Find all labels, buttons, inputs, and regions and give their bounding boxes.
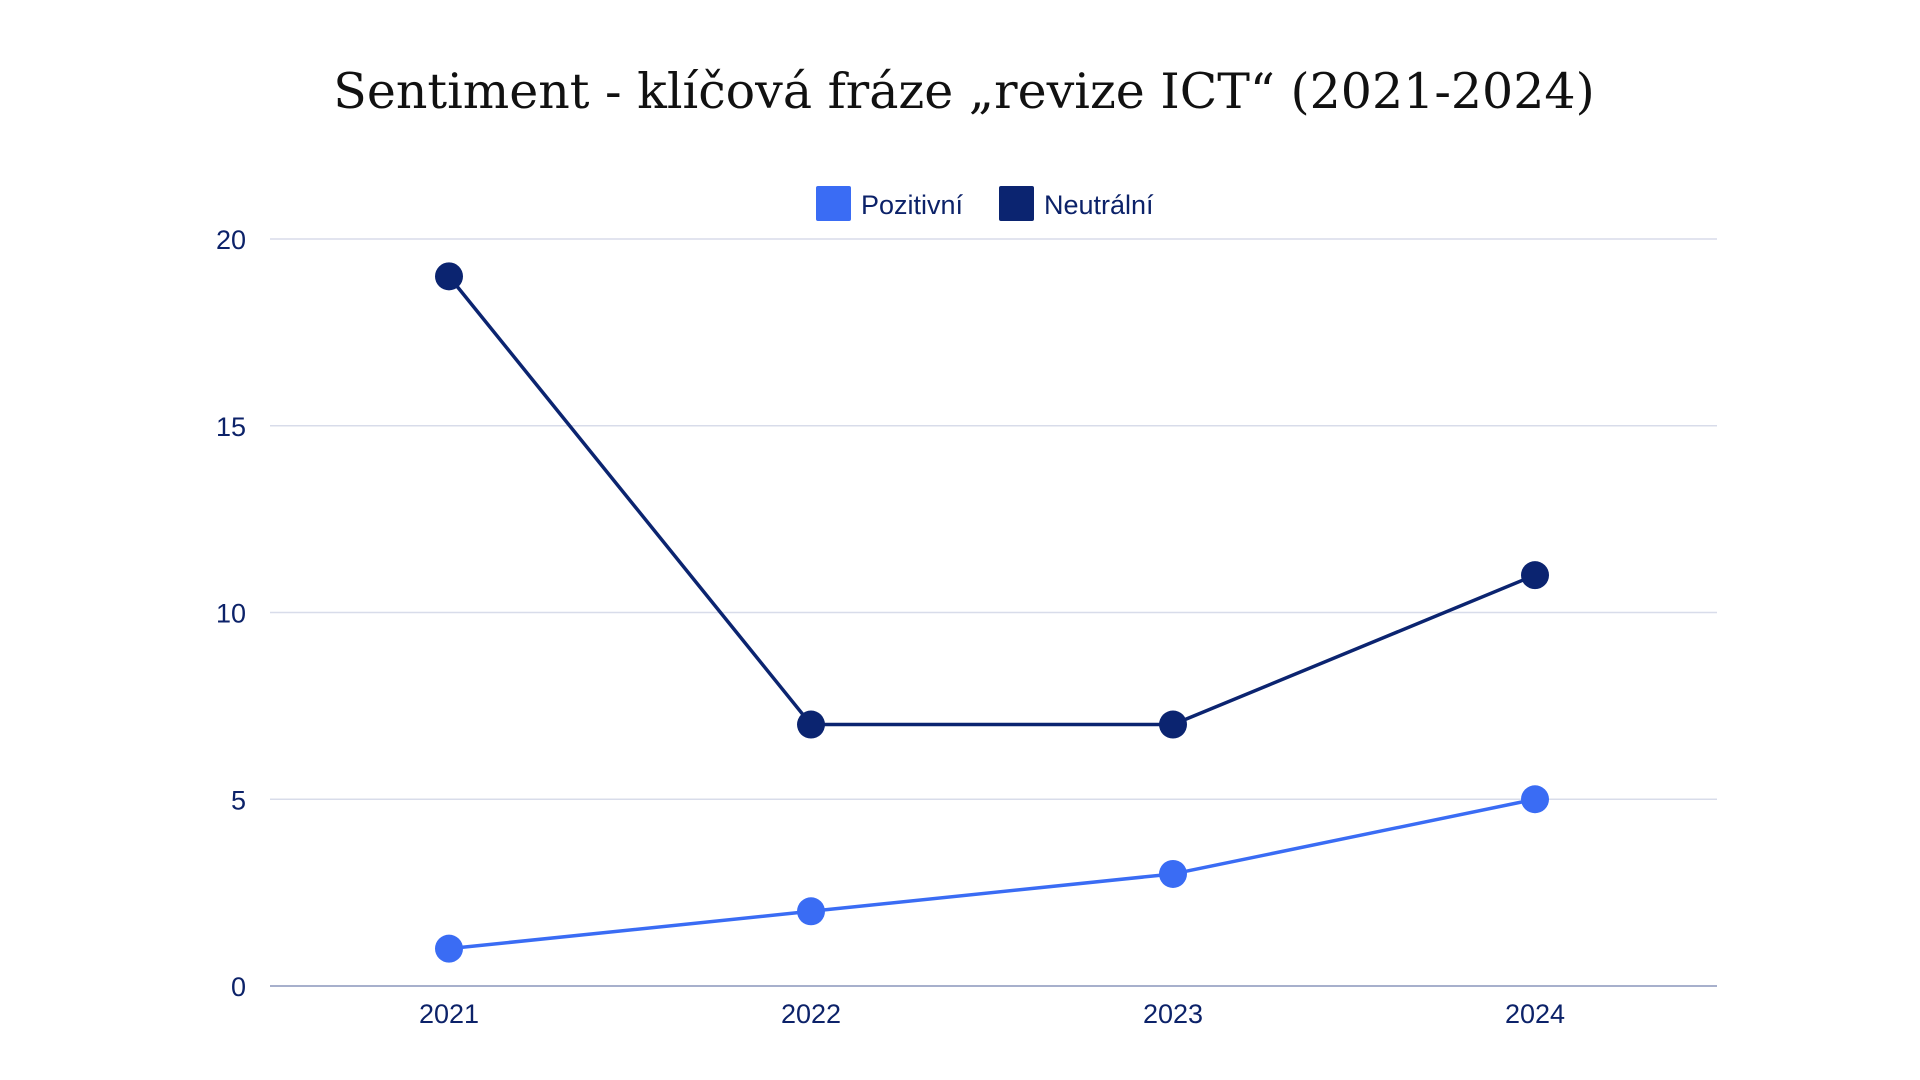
gridlines: [270, 238, 1717, 800]
data-point-pozitivni-2021: [435, 934, 463, 963]
series-neutralni: [435, 262, 1549, 739]
legend-label-pozitivni: Pozitivní: [861, 190, 964, 220]
data-point-neutralni-2021: [435, 262, 463, 291]
y-tick-label-15: 15: [216, 412, 246, 442]
data-point-neutralni-2022: [797, 710, 825, 739]
series-line-pozitivni: [447, 797, 1537, 951]
y-tick-label-20: 20: [216, 225, 246, 255]
x-tick-label-2024: 2024: [1505, 999, 1565, 1029]
data-point-pozitivni-2024: [1521, 785, 1549, 814]
x-axis-tick-labels: 2021 2022 2023 2024: [419, 999, 1565, 1029]
y-tick-label-5: 5: [231, 785, 246, 815]
x-tick-label-2021: 2021: [419, 999, 479, 1029]
series-pozitivni: [435, 785, 1549, 963]
chart-title: Sentiment - klíčová fráze „revize ICT“ (…: [333, 63, 1594, 120]
data-point-pozitivni-2023: [1159, 859, 1187, 888]
series-layer: [435, 262, 1549, 963]
data-point-pozitivni-2022: [797, 897, 825, 926]
data-point-neutralni-2023: [1159, 710, 1187, 739]
y-tick-label-0: 0: [231, 972, 246, 1002]
legend-swatch-neutralni: [999, 186, 1034, 221]
legend-swatch-pozitivni: [816, 186, 851, 221]
y-axis-tick-labels: 0 5 10 15 20: [216, 225, 246, 1002]
data-point-neutralni-2024: [1521, 561, 1549, 590]
series-line-neutralni: [447, 274, 1537, 727]
x-tick-label-2023: 2023: [1143, 999, 1203, 1029]
y-tick-label-10: 10: [216, 599, 246, 629]
legend: Pozitivní Neutrální: [816, 186, 1154, 221]
legend-label-neutralni: Neutrální: [1044, 190, 1154, 220]
x-tick-label-2022: 2022: [781, 999, 841, 1029]
